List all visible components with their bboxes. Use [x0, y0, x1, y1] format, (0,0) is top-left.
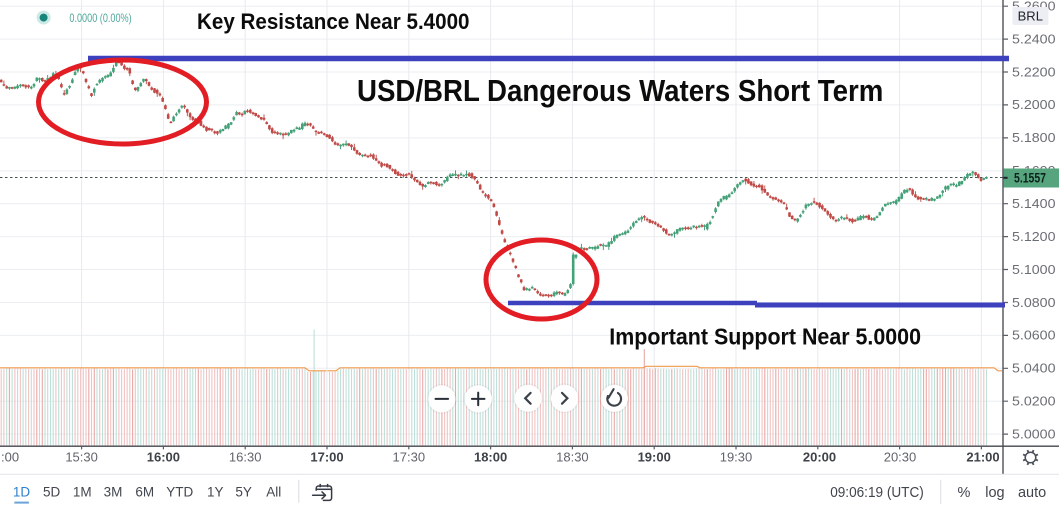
svg-text:5D: 5D — [43, 484, 61, 499]
svg-text:Key Resistance Near 5.4000: Key Resistance Near 5.4000 — [197, 9, 470, 34]
svg-text:5.1400: 5.1400 — [1012, 197, 1056, 211]
svg-text:5.2400: 5.2400 — [1012, 32, 1056, 46]
svg-text:5.0200: 5.0200 — [1012, 395, 1056, 409]
svg-text:log: log — [985, 485, 1004, 501]
svg-text:19:30: 19:30 — [720, 450, 753, 465]
svg-text:5.1000: 5.1000 — [1012, 263, 1056, 277]
svg-text:All: All — [266, 484, 281, 499]
svg-text:1D: 1D — [13, 484, 31, 499]
svg-text:09:06:19 (UTC): 09:06:19 (UTC) — [830, 485, 924, 501]
svg-text:%: % — [957, 485, 970, 501]
svg-text:1Y: 1Y — [207, 484, 224, 499]
svg-text:0.0000 (0.00%): 0.0000 (0.00%) — [69, 11, 131, 25]
svg-text:16:00: 16:00 — [147, 450, 180, 465]
svg-text:USD/BRL Dangerous Waters Short: USD/BRL Dangerous Waters Short Term — [357, 74, 883, 108]
svg-text:17:30: 17:30 — [393, 450, 426, 465]
svg-text:Important Support Near 5.0000: Important Support Near 5.0000 — [609, 323, 921, 349]
svg-text:5.1557: 5.1557 — [1014, 171, 1046, 186]
svg-text:20:00: 20:00 — [803, 450, 836, 465]
svg-text:17:00: 17:00 — [310, 450, 343, 465]
svg-text:5.0000: 5.0000 — [1012, 427, 1056, 441]
svg-text:3M: 3M — [104, 484, 123, 499]
svg-text:5.0400: 5.0400 — [1012, 362, 1056, 376]
svg-text:19:00: 19:00 — [638, 450, 671, 465]
svg-text::00: :00 — [1, 450, 19, 465]
svg-text:5.2000: 5.2000 — [1012, 98, 1056, 112]
svg-text:5Y: 5Y — [235, 484, 252, 499]
svg-text:5.2200: 5.2200 — [1012, 65, 1056, 79]
svg-text:5.1800: 5.1800 — [1012, 131, 1056, 145]
svg-text:5.1200: 5.1200 — [1012, 230, 1056, 244]
svg-text:YTD: YTD — [166, 484, 193, 499]
svg-text:auto: auto — [1018, 485, 1046, 501]
svg-text:6M: 6M — [135, 484, 154, 499]
svg-text:18:00: 18:00 — [474, 450, 507, 465]
svg-text:BRL: BRL — [1018, 9, 1043, 24]
svg-text:1M: 1M — [73, 484, 92, 499]
svg-text:16:30: 16:30 — [229, 450, 262, 465]
svg-text:5.0800: 5.0800 — [1012, 296, 1056, 310]
svg-text:21:00: 21:00 — [966, 450, 999, 465]
svg-text:20:30: 20:30 — [884, 450, 917, 465]
svg-text:15:30: 15:30 — [65, 450, 98, 465]
svg-text:5.0600: 5.0600 — [1012, 329, 1056, 343]
svg-text:18:30: 18:30 — [556, 450, 589, 465]
